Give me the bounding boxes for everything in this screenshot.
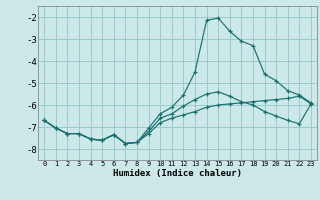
X-axis label: Humidex (Indice chaleur): Humidex (Indice chaleur) [113, 169, 242, 178]
